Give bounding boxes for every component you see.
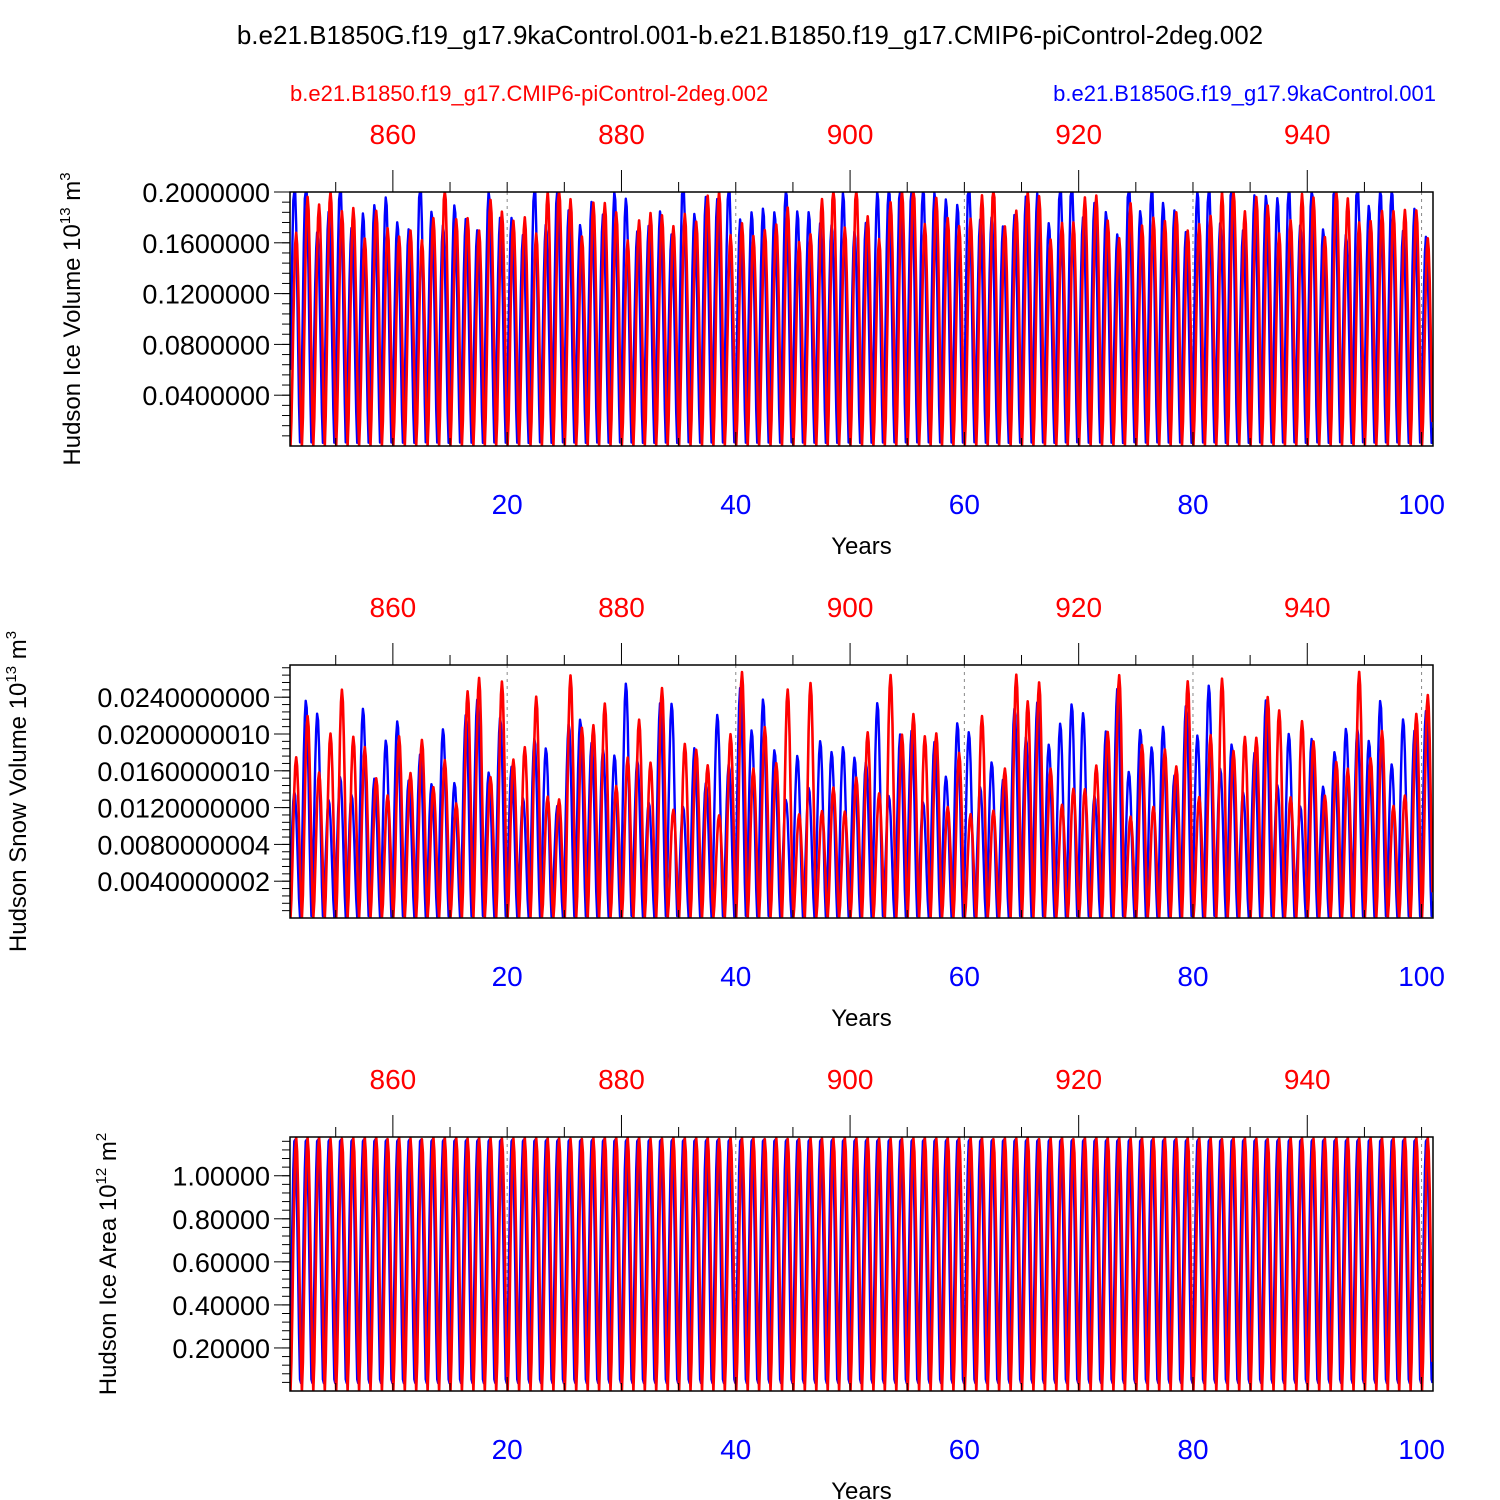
bottom-tick-label-20: 20 (492, 1434, 523, 1465)
y-tick-label: 0.20000 (172, 1334, 270, 1364)
bottom-tick-label-100: 100 (1398, 489, 1445, 520)
legend-blue-label: b.e21.B1850G.f19_g17.9kaControl.001 (1053, 81, 1436, 106)
series-line-red (290, 670, 1433, 918)
top-tick-label-880: 880 (598, 592, 645, 623)
bottom-tick-label-40: 40 (720, 1434, 751, 1465)
bottom-tick-label-80: 80 (1177, 489, 1208, 520)
y-tick-label: 0.0800000 (142, 330, 270, 360)
y-tick-label: 0.1200000 (142, 280, 270, 310)
y-tick-label: 0.2000000 (142, 178, 270, 208)
x-axis-label: Years (831, 1005, 892, 1032)
top-tick-label-940: 940 (1284, 1064, 1331, 1095)
y-tick-label: 0.0160000010 (97, 757, 270, 787)
top-tick-label-900: 900 (827, 1064, 874, 1095)
y-tick-label: 0.0400000 (142, 381, 270, 411)
x-axis-label: Years (831, 533, 892, 560)
y-tick-label: 0.0240000000 (97, 683, 270, 713)
y-tick-label: 0.80000 (172, 1205, 270, 1235)
x-axis-label: Years (831, 1478, 892, 1500)
y-axis-label: Hudson Snow Volume 1013 m3 (3, 631, 32, 952)
top-tick-label-860: 860 (370, 1064, 417, 1095)
top-tick-label-880: 880 (598, 1064, 645, 1095)
top-tick-label-920: 920 (1055, 1064, 1102, 1095)
plot-frame (289, 191, 1434, 447)
y-tick-label: 0.0040000002 (97, 867, 270, 897)
bottom-tick-label-100: 100 (1398, 1434, 1445, 1465)
bottom-tick-label-40: 40 (720, 961, 751, 992)
y-axis-label: Hudson Ice Volume 1013 m3 (57, 172, 86, 465)
plot-frame (289, 1136, 1434, 1392)
y-tick-label: 0.40000 (172, 1291, 270, 1321)
series-line-red (290, 1137, 1433, 1391)
bottom-tick-label-20: 20 (492, 489, 523, 520)
top-tick-label-940: 940 (1284, 119, 1331, 150)
bottom-tick-label-60: 60 (949, 1434, 980, 1465)
top-tick-label-880: 880 (598, 119, 645, 150)
top-tick-label-940: 940 (1284, 592, 1331, 623)
top-tick-label-860: 860 (370, 119, 417, 150)
y-tick-label: 0.0120000000 (97, 794, 270, 824)
top-tick-label-860: 860 (370, 592, 417, 623)
chart-panel-2: 20 40 60 80 100 Years 860 880 900 920 940 0.0040000… (3, 592, 1445, 1032)
y-tick-label: 0.0080000004 (97, 830, 270, 860)
bottom-tick-label-80: 80 (1177, 961, 1208, 992)
y-axis-label: Hudson Ice Area 1012 m2 (93, 1133, 122, 1396)
y-tick-label: 1.00000 (172, 1162, 270, 1192)
y-tick-label: 0.60000 (172, 1248, 270, 1278)
chart-panel-1: 20 40 60 80 100 Years 860 880 900 920 940 0.0400000… (57, 119, 1445, 560)
top-tick-label-920: 920 (1055, 592, 1102, 623)
y-tick-label: 0.1600000 (142, 229, 270, 259)
bottom-tick-label-80: 80 (1177, 1434, 1208, 1465)
series-line-red (290, 192, 1433, 446)
chart-panel-3: 20 40 60 80 100 Years 860 880 900 920 940 0.20000 0.… (93, 1064, 1445, 1500)
bottom-tick-label-60: 60 (949, 489, 980, 520)
y-tick-label: 0.0200000010 (97, 720, 270, 750)
plot-frame (289, 664, 1434, 919)
chart-title: b.e21.B1850G.f19_g17.9kaControl.001-b.e2… (237, 20, 1263, 50)
bottom-tick-label-20: 20 (492, 961, 523, 992)
top-tick-label-920: 920 (1055, 119, 1102, 150)
bottom-tick-label-60: 60 (949, 961, 980, 992)
top-tick-label-900: 900 (827, 119, 874, 150)
top-tick-label-900: 900 (827, 592, 874, 623)
bottom-tick-label-40: 40 (720, 489, 751, 520)
legend-red-label: b.e21.B1850.f19_g17.CMIP6-piControl-2deg… (290, 81, 768, 106)
bottom-tick-label-100: 100 (1398, 961, 1445, 992)
